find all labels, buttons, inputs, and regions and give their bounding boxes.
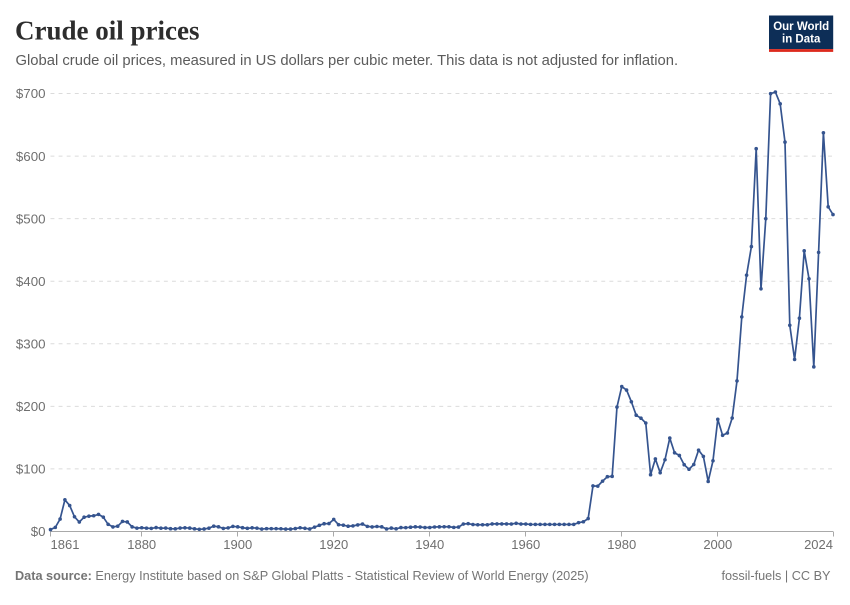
svg-text:2000: 2000 — [703, 537, 732, 552]
svg-text:$600: $600 — [16, 149, 46, 164]
svg-text:1940: 1940 — [415, 537, 444, 552]
svg-text:1880: 1880 — [127, 537, 156, 552]
svg-text:2024: 2024 — [804, 537, 833, 552]
svg-text:Global crude oil prices, measu: Global crude oil prices, measured in US … — [16, 53, 679, 69]
svg-text:Crude oil prices: Crude oil prices — [15, 16, 199, 46]
svg-text:fossil-fuels | CC BY: fossil-fuels | CC BY — [721, 569, 831, 583]
svg-text:$400: $400 — [16, 274, 46, 289]
svg-text:$200: $200 — [16, 399, 46, 414]
svg-text:1861: 1861 — [51, 537, 80, 552]
svg-text:1980: 1980 — [607, 537, 636, 552]
svg-text:$300: $300 — [16, 336, 46, 351]
svg-text:Data source: Energy Institute: Data source: Energy Institute based on S… — [15, 569, 589, 583]
svg-text:in Data: in Data — [782, 33, 821, 45]
svg-text:$700: $700 — [16, 86, 46, 101]
svg-text:1960: 1960 — [511, 537, 540, 552]
svg-text:1920: 1920 — [319, 537, 348, 552]
svg-text:Our World: Our World — [773, 21, 829, 33]
svg-text:$500: $500 — [16, 211, 46, 226]
svg-text:1900: 1900 — [223, 537, 252, 552]
svg-text:$0: $0 — [31, 524, 46, 539]
svg-text:$100: $100 — [16, 462, 46, 477]
